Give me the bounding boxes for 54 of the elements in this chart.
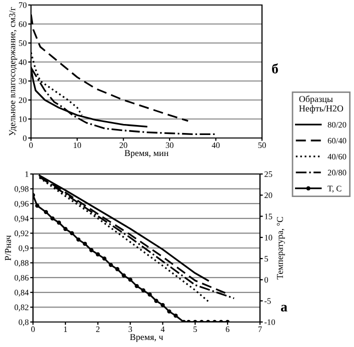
legend-label: 20/80: [328, 170, 346, 176]
x-tick-label: 50: [258, 142, 266, 148]
legend-label: 60/40: [328, 138, 346, 144]
y2-tick-label: 15: [264, 214, 272, 220]
x-tick-label: 20: [120, 142, 128, 148]
x-tick-label: 40: [212, 142, 220, 148]
text: а: [280, 304, 288, 312]
y2-tick-label: 10: [264, 234, 272, 240]
y-tick-label: 30: [18, 78, 27, 84]
x-tick-label: 4: [160, 326, 165, 332]
y2-tick-label: -10: [264, 319, 275, 325]
x-axis-title: Время, мин: [124, 150, 168, 158]
y-tick-label: 0,96: [14, 200, 29, 208]
y-axis-title: P/Pнач: [4, 235, 12, 261]
y-tick-label: 0,92: [14, 230, 28, 238]
x-tick-label: 7: [258, 326, 262, 332]
y-tick-label: 0,94: [14, 216, 29, 223]
legend-label: T, C: [328, 186, 342, 193]
x-tick-label: 6: [226, 326, 230, 332]
y2-tick-label: 5: [264, 256, 268, 262]
x-tick-label: 3: [128, 326, 132, 332]
y-tick-label: 50: [18, 40, 27, 46]
y-tick-label: 20: [18, 97, 27, 103]
y-tick-label: 60: [18, 21, 27, 27]
y-tick-label: 0,98: [14, 186, 29, 193]
x-tick-label: 30: [166, 142, 174, 148]
y-tick-label: 0,8: [18, 319, 29, 326]
y2-axis-title: Температура, °C: [276, 216, 285, 280]
legend-label: 40/60: [328, 154, 346, 160]
y-tick-label: 0,9: [18, 245, 28, 252]
x-tick-label: 2: [96, 326, 100, 332]
y2-tick-label: 25: [264, 171, 272, 177]
y-tick-label: 70: [19, 2, 27, 8]
x-tick-label: 5: [194, 326, 197, 332]
x-tick-label: 0: [29, 142, 33, 148]
legend-label: 80/20: [328, 122, 346, 128]
x-tick-label: 0: [31, 326, 35, 332]
y-tick-label: 0,86: [14, 274, 29, 282]
y-tick-label: 0: [22, 135, 27, 141]
legend-title: Образцы Нефть/H2O: [299, 96, 344, 114]
y2-tick-label: 0: [264, 277, 268, 283]
y2-tick-label: 20: [264, 192, 272, 198]
x-tick-label: 10: [74, 142, 82, 148]
y-tick-label: 1: [25, 171, 28, 177]
y-tick-label: 0,82: [14, 304, 28, 312]
x-tick-label: 1: [64, 326, 68, 332]
y2-tick-label: -5: [264, 298, 271, 304]
y-tick-label: 0,88: [14, 260, 29, 267]
y-axis-title: Удельное влагосодержание, см3/г: [9, 7, 18, 136]
text: б: [272, 63, 278, 74]
x-axis-title: Время, ч: [130, 334, 164, 342]
y-tick-label: 40: [18, 59, 27, 65]
y-tick-label: 0,84: [14, 290, 29, 297]
y-tick-label: 10: [19, 116, 27, 122]
